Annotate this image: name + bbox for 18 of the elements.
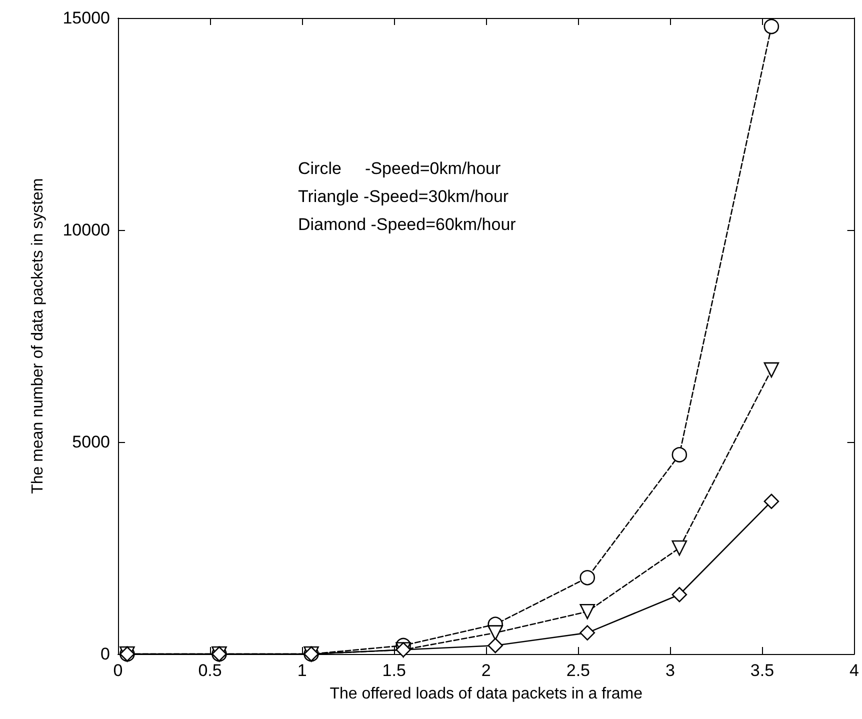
x-tick-label: 0	[113, 661, 123, 680]
x-tick-label: 3	[665, 661, 675, 680]
x-tick-label: 0.5	[198, 661, 222, 680]
annotation: Triangle -Speed=30km/hour	[298, 187, 509, 206]
x-tick-label: 4	[850, 661, 860, 680]
x-tick-label: 1.5	[382, 661, 406, 680]
y-tick-label: 15000	[62, 8, 110, 28]
annotation: Circle -Speed=0km/hour	[298, 159, 502, 178]
x-axis-title: The offered loads of data packets in a frame	[330, 686, 643, 702]
x-tick-label: 3.5	[750, 661, 774, 680]
y-tick-label: 10000	[62, 220, 110, 240]
x-tick-label: 1	[297, 661, 307, 680]
y-tick-label: 5000	[72, 432, 110, 452]
annotation: Diamond -Speed=60km/hour	[298, 215, 516, 234]
y-tick-label: 0	[100, 644, 110, 664]
x-tick-label: 2	[481, 661, 491, 680]
y-axis-title: The mean number of data packets in system	[30, 178, 46, 494]
x-tick-label: 2.5	[566, 661, 590, 680]
